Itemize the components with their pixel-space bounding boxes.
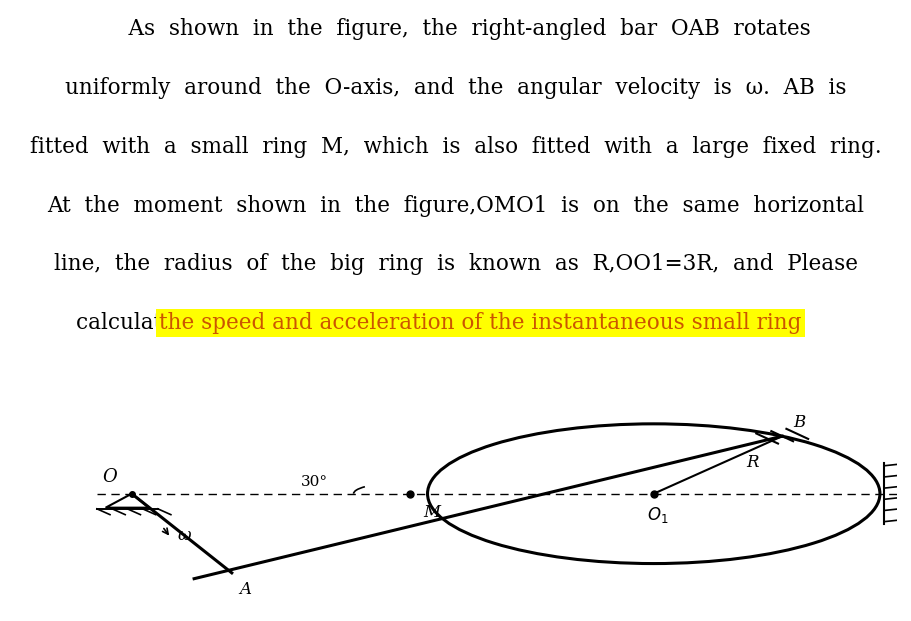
- Text: the speed and acceleration of the instantaneous small ring: the speed and acceleration of the instan…: [159, 312, 802, 334]
- Text: line,  the  radius  of  the  big  ring  is  known  as  R,OO1=3R,  and  Please: line, the radius of the big ring is know…: [54, 253, 857, 275]
- Text: $O_1$: $O_1$: [648, 505, 669, 525]
- Text: ω: ω: [177, 527, 190, 544]
- Text: R: R: [746, 454, 759, 471]
- Text: fitted  with  a  small  ring  M,  which  is  also  fitted  with  a  large  fixed: fitted with a small ring M, which is als…: [30, 136, 881, 158]
- Text: uniformly  around  the  O-axis,  and  the  angular  velocity  is  ω.  AB  is: uniformly around the O-axis, and the ang…: [65, 77, 846, 99]
- Text: A: A: [239, 581, 251, 597]
- Text: 30°: 30°: [301, 475, 328, 489]
- Text: At  the  moment  shown  in  the  figure,OMO1  is  on  the  same  horizontal: At the moment shown in the figure,OMO1 i…: [47, 194, 864, 217]
- Text: calculate: calculate: [76, 312, 181, 334]
- Text: O: O: [103, 468, 118, 486]
- Text: M: M: [424, 504, 440, 521]
- Text: As  shown  in  the  figure,  the  right-angled  bar  OAB  rotates: As shown in the figure, the right-angled…: [100, 19, 811, 40]
- Text: B: B: [793, 414, 805, 431]
